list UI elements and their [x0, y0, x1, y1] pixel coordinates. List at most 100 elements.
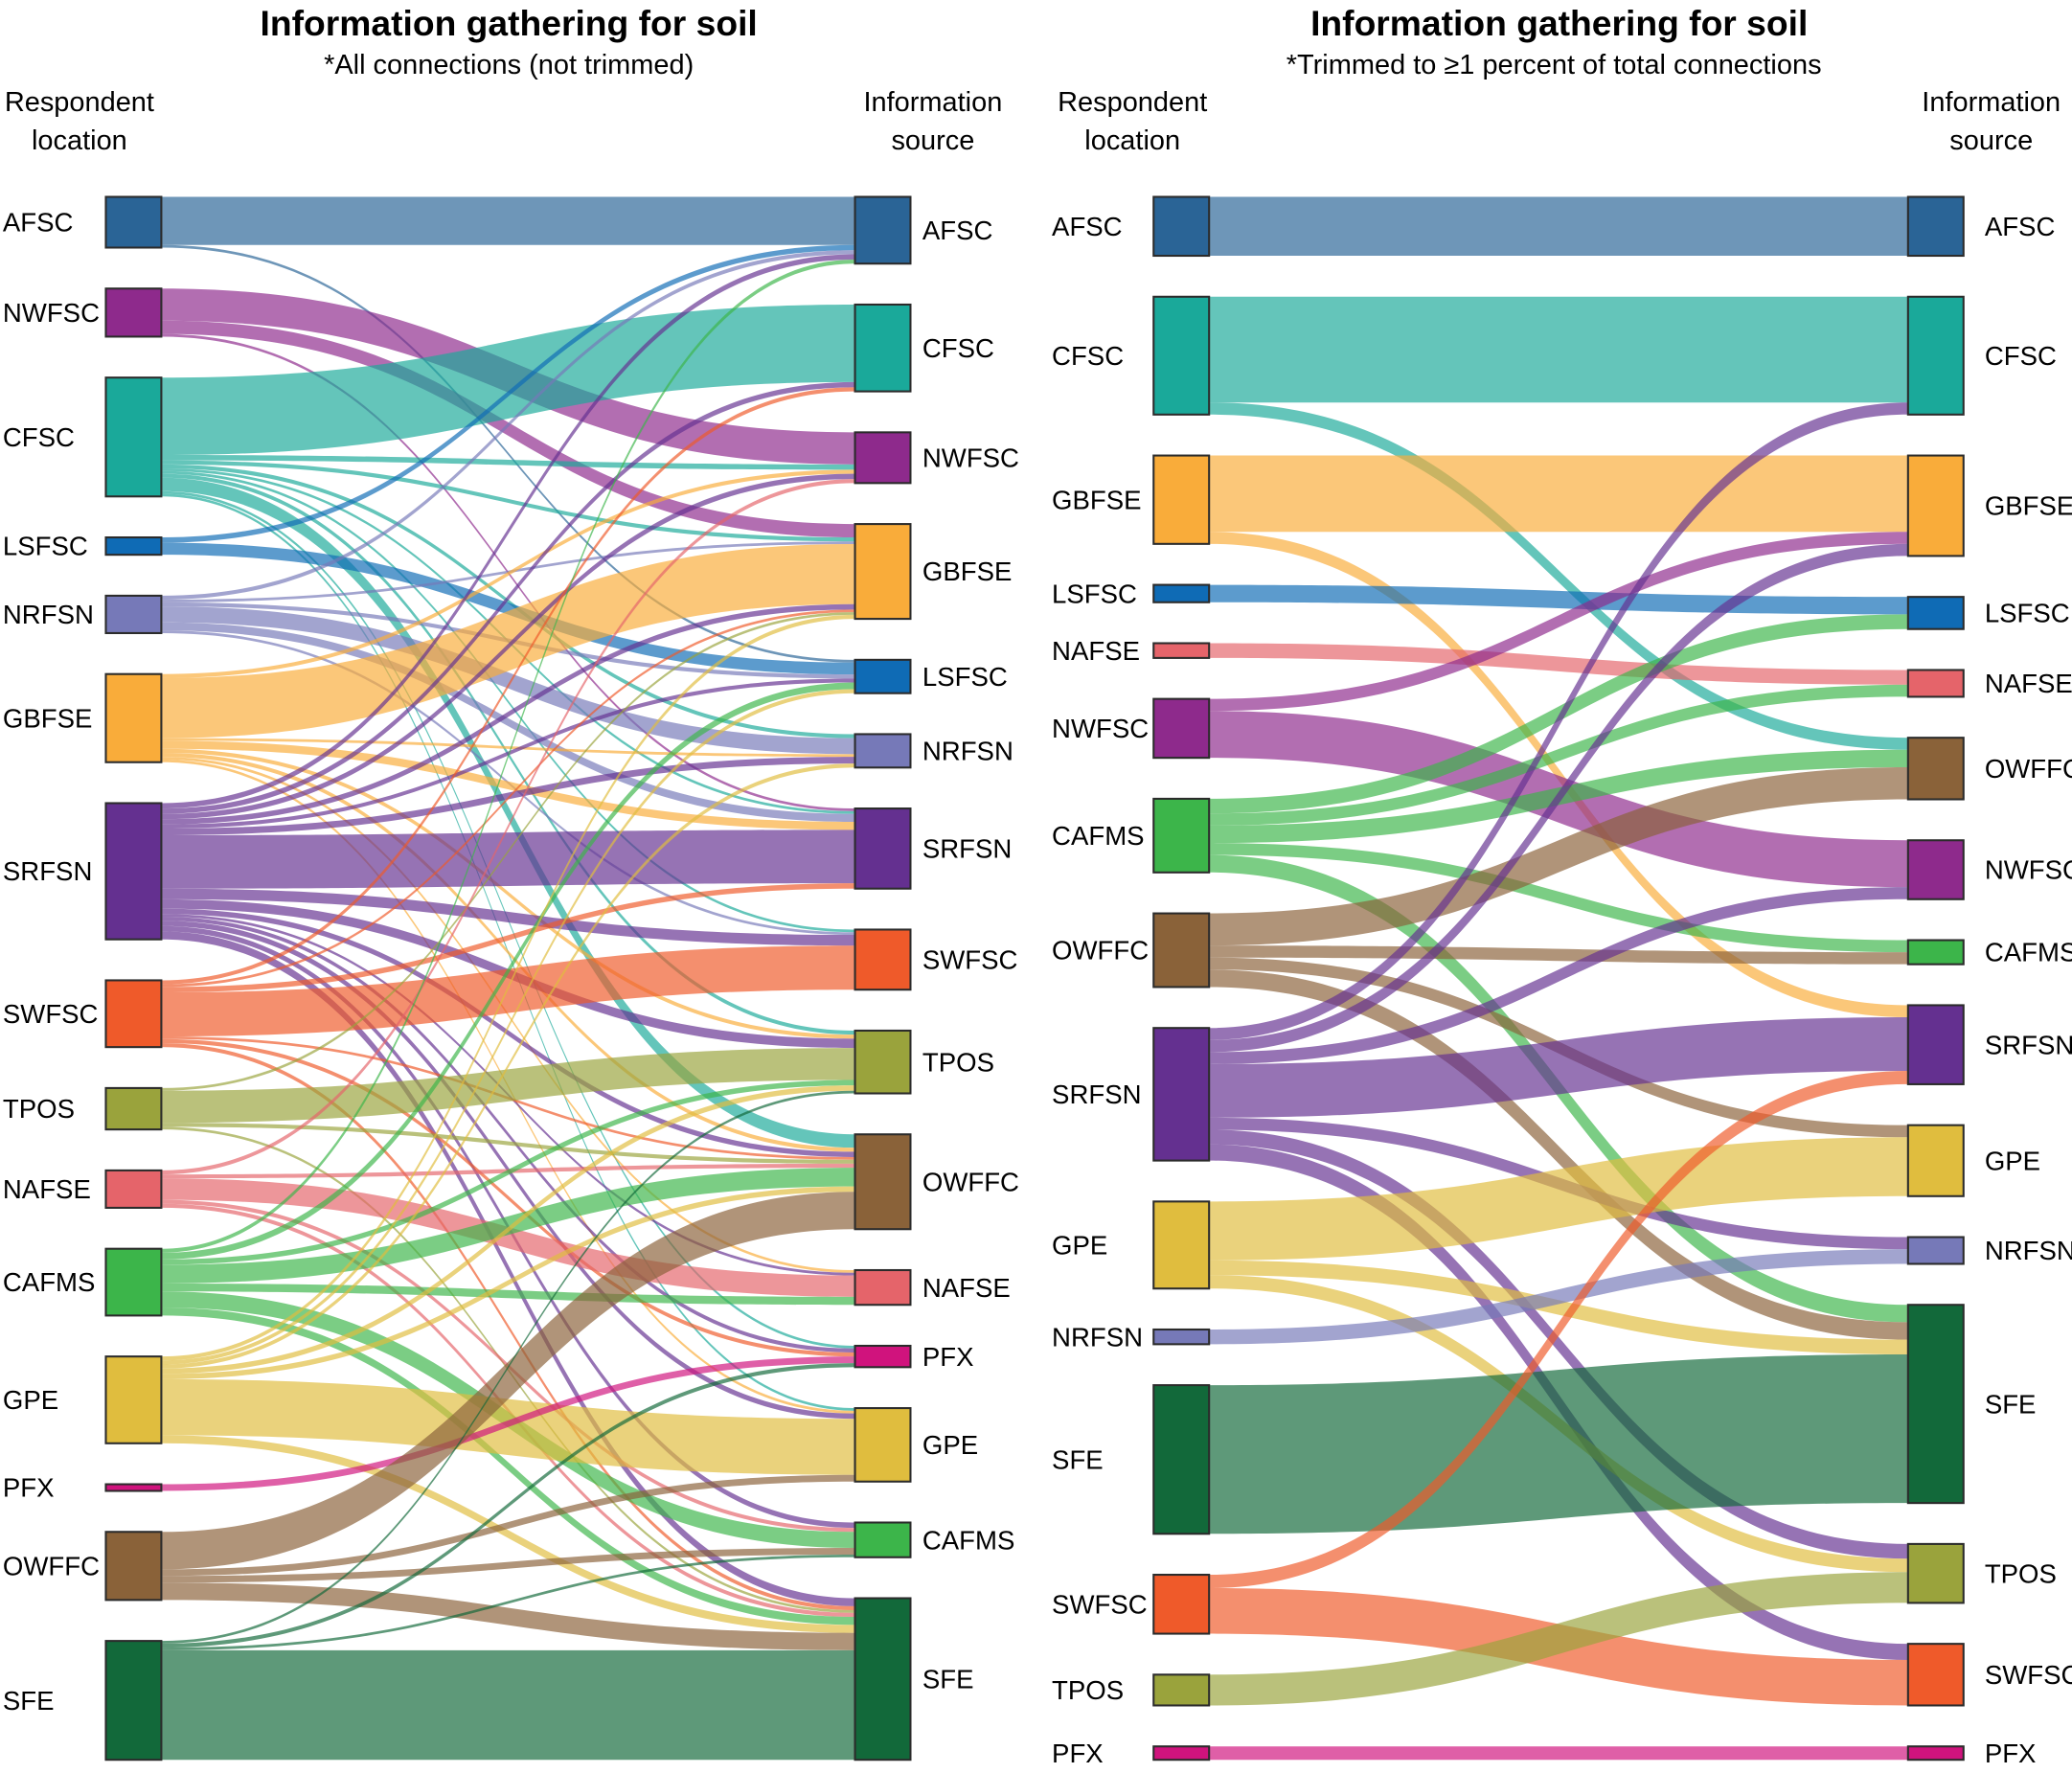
- link-owffc-to-owffc: [161, 1192, 855, 1570]
- source-node-nrfsn: [104, 594, 163, 634]
- target-node-owffc: [1906, 737, 1965, 801]
- link-gbfse-to-nwfsc: [161, 469, 855, 678]
- link-swfsc-to-swfsc: [161, 945, 855, 1037]
- target-node-sfe: [854, 1597, 912, 1762]
- link-lsfsc-to-lsfsc: [161, 542, 855, 675]
- link-sfe-to-sfe: [161, 1649, 855, 1761]
- target-label-lsfsc: LSFSC: [922, 662, 1008, 692]
- source-node-nafse: [104, 1169, 163, 1209]
- target-label-cafms: CAFMS: [1985, 938, 2072, 967]
- link-sfe-to-tpos: [161, 1090, 855, 1644]
- source-node-lsfsc: [1152, 583, 1211, 603]
- link-cafms-to-owffc: [161, 1168, 855, 1284]
- source-label-afsc: AFSC: [3, 208, 74, 238]
- left-header-line1: Respondent: [5, 87, 154, 118]
- source-label-afsc: AFSC: [1052, 212, 1123, 241]
- link-srfsn-to-gbfse: [161, 603, 855, 825]
- source-node-tpos: [1152, 1673, 1211, 1707]
- source-label-srfsn: SRFSN: [3, 856, 92, 886]
- source-node-sfe: [104, 1640, 163, 1762]
- link-swfsc-to-cfsc: [161, 387, 855, 985]
- source-node-cfsc: [1152, 295, 1211, 416]
- source-node-afsc: [1152, 195, 1211, 258]
- target-label-pfx: PFX: [922, 1342, 974, 1372]
- target-node-srfsn: [854, 807, 912, 890]
- link-nrfsn-to-nrfsn: [161, 606, 855, 755]
- link-srfsn-to-nrfsn: [161, 757, 855, 835]
- link-gbfse-to-nafse: [161, 757, 855, 1273]
- link-gbfse-to-srfsn: [1209, 532, 1908, 1018]
- target-label-srfsn: SRFSN: [922, 834, 1012, 864]
- source-node-owffc: [1152, 912, 1211, 989]
- target-node-swfsc: [1906, 1643, 1965, 1707]
- target-label-sfe: SFE: [922, 1665, 974, 1694]
- target-node-pfx: [854, 1344, 912, 1369]
- target-label-gpe: GPE: [1985, 1146, 2040, 1175]
- link-cfsc-to-cfsc: [1209, 296, 1908, 403]
- target-label-nrfsn: NRFSN: [922, 737, 1013, 766]
- source-node-nrfsn: [1152, 1328, 1211, 1346]
- source-label-swfsc: SWFSC: [1052, 1589, 1148, 1619]
- source-label-nafse: NAFSE: [1052, 636, 1140, 666]
- source-node-gbfse: [104, 672, 163, 763]
- target-node-nafse: [854, 1268, 912, 1307]
- target-label-gpe: GPE: [922, 1430, 978, 1460]
- source-node-gbfse: [1152, 454, 1211, 545]
- sankey-body: AFSC CFSC GBFSE LSFSC NAFSE NWFSC CAFMS OWFFC SR…: [1052, 195, 2072, 1768]
- link-tpos-to-tpos: [161, 1048, 855, 1124]
- link-tpos-to-owffc: [161, 1123, 855, 1164]
- link-nwfsc-to-gbfse: [161, 320, 855, 538]
- source-label-srfsn: SRFSN: [1052, 1080, 1141, 1109]
- source-label-lsfsc: LSFSC: [3, 532, 88, 561]
- source-label-cafms: CAFMS: [3, 1267, 96, 1297]
- link-gpe-to-gpe: [161, 1378, 855, 1475]
- link-cafms-to-tpos: [161, 1080, 855, 1265]
- target-label-srfsn: SRFSN: [1985, 1030, 2072, 1059]
- link-gpe-to-nrfsn: [161, 763, 855, 1369]
- source-node-owffc: [104, 1531, 163, 1602]
- link-owffc-to-cafms: [161, 1547, 855, 1583]
- target-node-swfsc: [854, 928, 912, 991]
- source-label-owffc: OWFFC: [1052, 936, 1149, 966]
- link-owffc-to-sfe: [1209, 969, 1908, 1340]
- link-cafms-to-cafms: [1209, 843, 1908, 953]
- source-label-sfe: SFE: [3, 1686, 55, 1716]
- link-gpe-to-lsfsc: [161, 689, 855, 1365]
- source-label-cfsc: CFSC: [1052, 341, 1124, 371]
- source-node-sfe: [1152, 1384, 1211, 1535]
- sankey-body: AFSC NWFSC CFSC LSFSC NRFSN GBFSE SRFSN SWFSC TP…: [3, 195, 1019, 1762]
- link-owffc-to-cafms: [1209, 945, 1908, 965]
- source-node-gpe: [1152, 1200, 1211, 1290]
- source-node-nwfsc: [1152, 697, 1211, 760]
- target-label-afsc: AFSC: [1985, 212, 2056, 241]
- target-node-gpe: [854, 1407, 912, 1483]
- link-gbfse-to-gbfse: [161, 544, 855, 739]
- link-cfsc-to-nwfsc: [161, 455, 855, 470]
- source-label-cfsc: CFSC: [3, 422, 75, 452]
- target-node-pfx: [1906, 1745, 1965, 1762]
- right-header-line1: Information: [1922, 87, 2061, 118]
- chart-subtitle: *Trimmed to ≥1 percent of total connecti…: [1286, 50, 1822, 80]
- target-label-cafms: CAFMS: [922, 1525, 1015, 1555]
- source-label-swfsc: SWFSC: [3, 999, 99, 1029]
- source-label-nrfsn: NRFSN: [1052, 1322, 1143, 1352]
- target-node-cfsc: [1906, 295, 1965, 416]
- link-srfsn-to-sfe: [161, 931, 855, 1606]
- link-nrfsn-to-nrfsn: [1209, 1249, 1908, 1345]
- target-node-cafms: [854, 1521, 912, 1558]
- link-gbfse-to-tpos: [161, 748, 855, 1039]
- left-header-line2: location: [32, 125, 127, 156]
- source-label-gbfse: GBFSE: [1052, 485, 1141, 514]
- chart-title: Information gathering for soil: [261, 3, 758, 43]
- source-label-nwfsc: NWFSC: [3, 298, 100, 328]
- link-gbfse-to-srfsn: [161, 740, 855, 830]
- link-gpe-to-gbfse: [161, 614, 855, 1361]
- link-nwfsc-to-gbfse: [1209, 532, 1908, 712]
- link-gbfse-to-owffc: [161, 752, 855, 1152]
- source-node-afsc: [104, 195, 163, 249]
- chart-subtitle: *All connections (not trimmed): [324, 50, 694, 80]
- link-cafms-to-nafse: [161, 1283, 855, 1306]
- link-cafms-to-lsfsc: [161, 682, 855, 1260]
- link-srfsn-to-tpos: [1209, 1129, 1908, 1559]
- source-label-nafse: NAFSE: [3, 1174, 91, 1204]
